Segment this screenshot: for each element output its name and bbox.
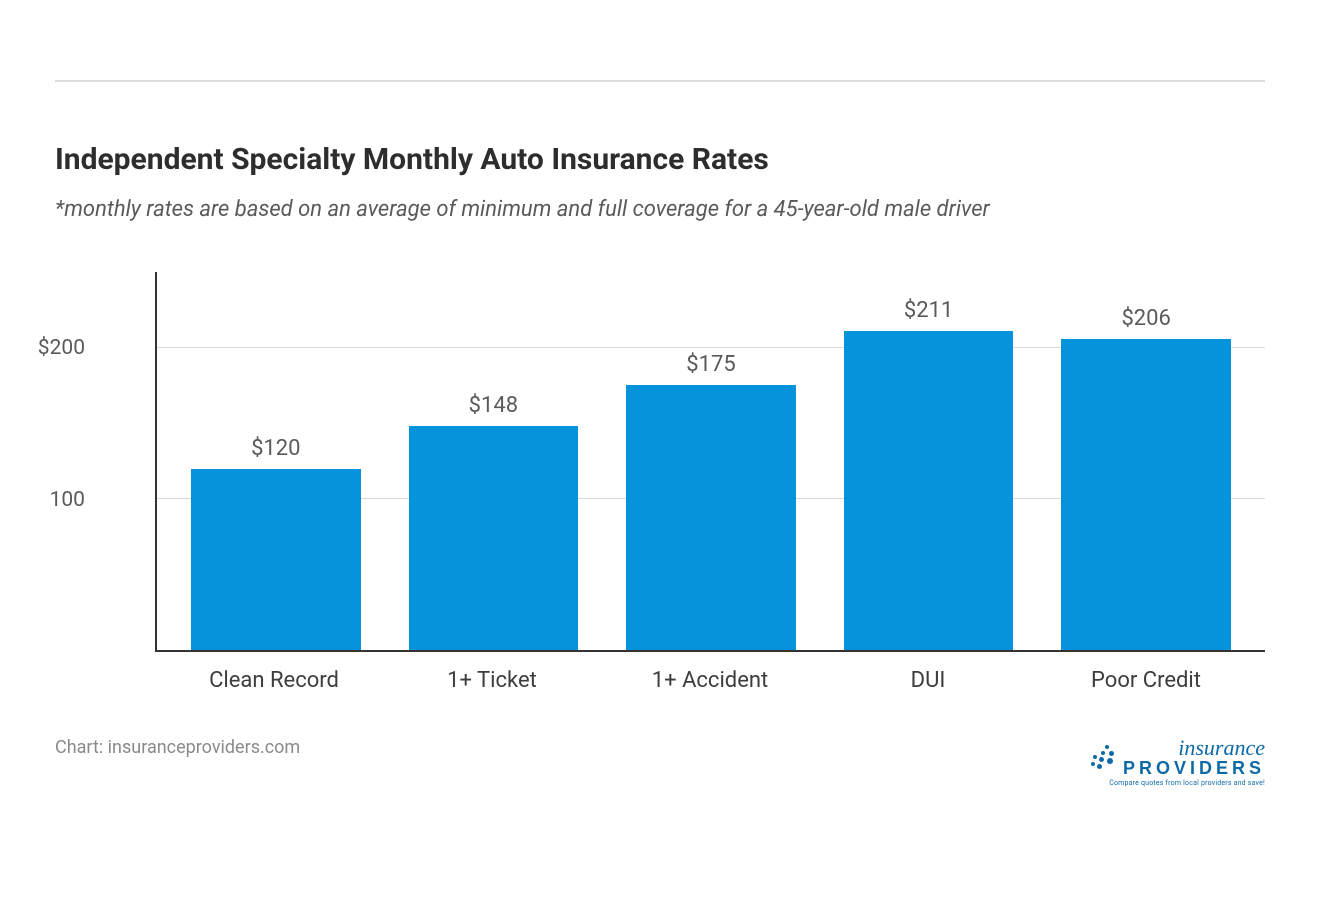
- top-divider: [55, 80, 1265, 82]
- bar-group: $206: [1037, 272, 1255, 650]
- chart-subtitle: *monthly rates are based on an average o…: [55, 197, 1265, 222]
- bar-value-label: $120: [251, 436, 300, 461]
- bar-group: $175: [602, 272, 820, 650]
- bars-container: $120 $148 $175 $211 $206: [157, 272, 1265, 650]
- bar: [191, 469, 361, 650]
- bar: [1061, 339, 1231, 650]
- bar: [626, 385, 796, 650]
- bar: [409, 426, 579, 650]
- brand-logo: insurance PROVIDERS Compare quotes from …: [1087, 737, 1265, 787]
- chart-card: Independent Specialty Monthly Auto Insur…: [0, 0, 1320, 827]
- bar-group: $211: [820, 272, 1038, 650]
- bar-value-label: $175: [686, 352, 735, 377]
- x-axis-label: 1+ Accident: [601, 652, 819, 692]
- bar-group: $148: [385, 272, 603, 650]
- y-tick-label: $200: [15, 336, 85, 360]
- x-axis-label: Poor Credit: [1037, 652, 1255, 692]
- x-axis-label: 1+ Ticket: [383, 652, 601, 692]
- chart-area: 100$200 $120$148$175$211$206 Clean Recor…: [95, 272, 1265, 692]
- bar-value-label: $206: [1121, 306, 1170, 331]
- y-axis-ticks: 100$200: [87, 272, 147, 652]
- x-axis-labels: Clean Record1+ Ticket1+ AccidentDUIPoor …: [155, 652, 1265, 692]
- logo-text-bottom: PROVIDERS: [1123, 759, 1265, 779]
- x-axis-label: Clean Record: [165, 652, 383, 692]
- chart-credit: Chart: insuranceproviders.com: [55, 737, 300, 758]
- y-tick-label: 100: [15, 488, 85, 512]
- plot-area: $120 $148 $175 $211 $206: [155, 272, 1265, 652]
- bar-value-label: $211: [904, 298, 953, 323]
- chart-footer: Chart: insuranceproviders.com insurance …: [55, 737, 1265, 787]
- bar-group: $120: [167, 272, 385, 650]
- logo-tagline: Compare quotes from local providers and …: [1087, 779, 1265, 787]
- logo-text-top: insurance: [1123, 737, 1265, 759]
- chart-title: Independent Specialty Monthly Auto Insur…: [55, 142, 1265, 177]
- logo-dots-icon: [1087, 743, 1117, 773]
- bar: [844, 331, 1014, 650]
- bar-value-label: $148: [469, 393, 518, 418]
- x-axis-label: DUI: [819, 652, 1037, 692]
